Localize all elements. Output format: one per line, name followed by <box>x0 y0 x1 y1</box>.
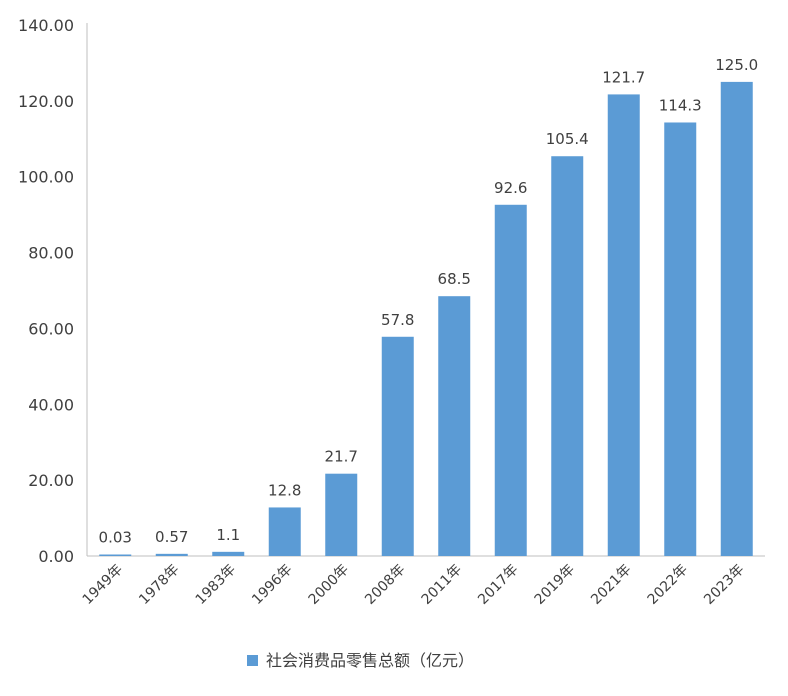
category-label: 1949年 <box>80 562 126 608</box>
y-tick-label: 20.00 <box>28 471 74 490</box>
category-label: 1983年 <box>193 562 239 608</box>
y-tick-label: 80.00 <box>28 244 74 263</box>
legend-label: 社会消费品零售总额（亿元） <box>266 651 474 670</box>
data-label: 12.8 <box>268 481 301 499</box>
bar <box>155 553 188 556</box>
data-labels: 0.03 0.57 1.1 12.8 21.7 57.8 68.5 92.6 105.4 121.… <box>99 56 759 547</box>
y-tick-label: 40.00 <box>28 395 74 414</box>
category-label: 2021年 <box>588 562 634 608</box>
legend-swatch <box>247 655 258 666</box>
bar <box>325 473 358 556</box>
bar <box>381 336 414 556</box>
bar <box>99 554 132 556</box>
category-label: 2022年 <box>645 562 691 608</box>
y-tick-label: 60.00 <box>28 319 74 338</box>
data-label: 114.3 <box>659 96 702 114</box>
category-label: 2008年 <box>362 562 408 608</box>
bars <box>99 81 753 557</box>
data-label: 1.1 <box>216 526 240 544</box>
bar <box>212 551 245 556</box>
bar <box>438 296 471 556</box>
bar <box>551 156 584 557</box>
category-label: 1996年 <box>249 562 295 608</box>
y-tick-label: 0.00 <box>38 547 74 566</box>
category-label: 2019年 <box>532 562 578 608</box>
bar <box>494 204 527 556</box>
y-tick-label: 100.00 <box>18 168 74 187</box>
bar <box>607 94 640 556</box>
category-label: 2017年 <box>475 562 521 608</box>
category-label: 2023年 <box>701 562 747 608</box>
data-label: 92.6 <box>494 179 527 197</box>
y-tick-label: 120.00 <box>18 92 74 111</box>
category-label: 2000年 <box>306 562 352 608</box>
data-label: 121.7 <box>602 68 645 86</box>
y-tick-label: 140.00 <box>18 16 74 35</box>
category-labels: 1949年 1978年 1983年 1996年 2000年 2008年 2011年 2017年… <box>80 562 748 608</box>
data-label: 125.0 <box>715 56 758 74</box>
bar <box>720 81 753 556</box>
data-label: 68.5 <box>438 270 471 288</box>
category-label: 1978年 <box>136 562 182 608</box>
data-label: 57.8 <box>381 311 414 329</box>
data-label: 105.4 <box>546 130 589 148</box>
legend: 社会消费品零售总额（亿元） <box>247 651 474 670</box>
category-label: 2011年 <box>419 562 465 608</box>
bar <box>664 122 697 556</box>
bar <box>268 507 301 556</box>
data-label: 0.57 <box>155 528 188 546</box>
data-label: 0.03 <box>99 529 132 547</box>
y-axis: 0.00 20.00 40.00 60.00 80.00 100.00 120.00 140.… <box>18 16 88 566</box>
data-label: 21.7 <box>325 448 358 466</box>
